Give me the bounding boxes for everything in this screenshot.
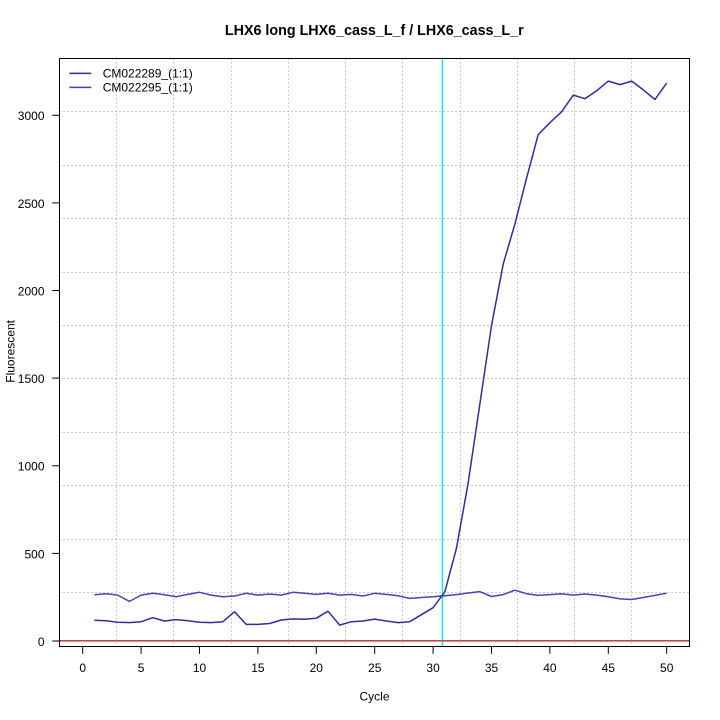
svg-text:40: 40 (543, 661, 557, 675)
svg-text:15: 15 (251, 661, 265, 675)
svg-text:1500: 1500 (18, 372, 45, 386)
svg-text:0: 0 (38, 635, 45, 649)
svg-text:2500: 2500 (18, 197, 45, 211)
svg-text:45: 45 (602, 661, 616, 675)
svg-text:500: 500 (24, 547, 44, 561)
svg-text:50: 50 (660, 661, 674, 675)
svg-text:30: 30 (426, 661, 440, 675)
svg-text:Cycle: Cycle (359, 690, 389, 704)
svg-text:10: 10 (193, 661, 207, 675)
svg-text:20: 20 (310, 661, 324, 675)
svg-text:Fluorescent: Fluorescent (4, 319, 18, 382)
svg-text:2000: 2000 (18, 284, 45, 298)
svg-text:CM022289_(1:1): CM022289_(1:1) (103, 67, 193, 81)
svg-text:LHX6 long LHX6_cass_L_f / LHX6: LHX6 long LHX6_cass_L_f / LHX6_cass_L_r (225, 23, 524, 39)
svg-text:25: 25 (368, 661, 382, 675)
svg-text:CM022295_(1:1): CM022295_(1:1) (103, 80, 193, 94)
svg-text:35: 35 (485, 661, 499, 675)
svg-text:0: 0 (79, 661, 86, 675)
svg-text:3000: 3000 (18, 109, 45, 123)
svg-text:5: 5 (138, 661, 145, 675)
svg-text:1000: 1000 (18, 460, 45, 474)
